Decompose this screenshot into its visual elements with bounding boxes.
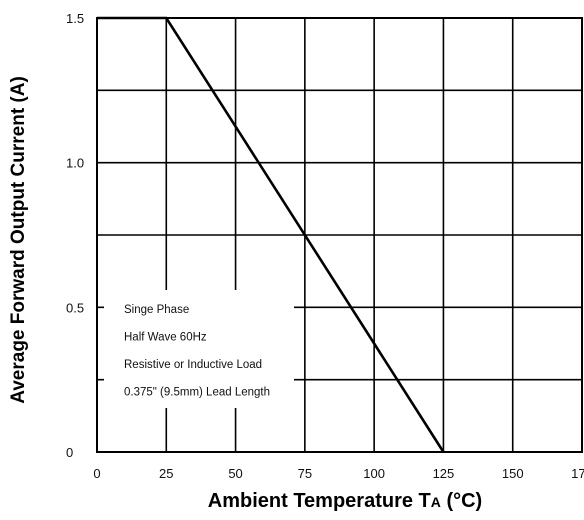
annotation-line: Singe Phase [124, 304, 189, 316]
y-tick-label: 1.5 [66, 11, 84, 26]
x-tick-label: 150 [502, 466, 524, 481]
x-tick-label: 0 [93, 466, 100, 481]
y-tick-label: 0 [66, 445, 73, 460]
y-tick-label: 1.0 [66, 156, 84, 171]
x-axis-label: Ambient Temperature TA (°C) [208, 490, 482, 512]
x-tick-label: 100 [363, 466, 385, 481]
x-tick-label: 75 [298, 466, 312, 481]
x-tick-label: 175 [571, 466, 584, 481]
annotations: Singe Phase Half Wave 60Hz Resistive or In… [124, 304, 270, 399]
x-tick-label: 50 [228, 466, 242, 481]
x-tick-labels: 0 25 50 75 100 125 150 175 [93, 466, 584, 481]
plot-frame [96, 17, 583, 453]
annotation-line: Resistive or Inductive Load [124, 359, 262, 371]
y-tick-labels: 0 0.5 1.0 1.5 [66, 11, 84, 460]
series-group [97, 16, 445, 453]
annotation-box [104, 290, 294, 408]
annotation-line: 0.375" (9.5mm) Lead Length [124, 387, 270, 399]
x-tick-label: 25 [159, 466, 173, 481]
y-axis-label: Average Forward Output Current (A) [8, 76, 29, 404]
annotation-background [104, 290, 294, 408]
series-line [97, 16, 445, 453]
plot-border [96, 17, 583, 453]
y-tick-label: 0.5 [66, 300, 84, 315]
x-tick-label: 125 [433, 466, 455, 481]
annotation-line: Half Wave 60Hz [124, 332, 207, 344]
